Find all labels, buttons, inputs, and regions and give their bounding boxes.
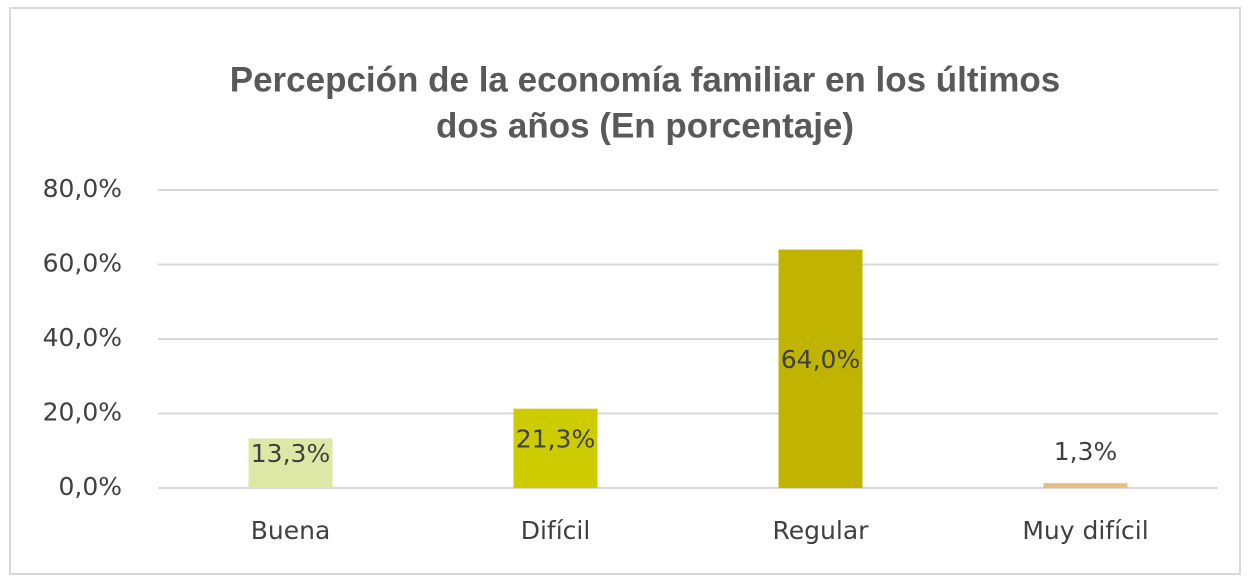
x-tick-label: Regular xyxy=(773,516,870,545)
y-tick-label: 20,0% xyxy=(43,398,122,427)
chart-border xyxy=(9,7,1241,575)
y-tick-label: 80,0% xyxy=(43,174,122,203)
bar xyxy=(1043,483,1128,488)
bar xyxy=(248,438,333,488)
bar xyxy=(513,408,598,488)
y-tick-label: 0,0% xyxy=(58,472,122,501)
x-tick-label: Buena xyxy=(251,516,331,545)
chart-title: dos años (En porcentaje) xyxy=(436,106,854,145)
x-tick-label: Difícil xyxy=(521,516,591,545)
y-tick-label: 60,0% xyxy=(43,249,122,278)
y-tick-label: 40,0% xyxy=(43,323,122,352)
bar xyxy=(778,249,863,488)
data-label: 13,3% xyxy=(251,439,330,468)
x-tick-label: Muy difícil xyxy=(1022,516,1148,545)
data-label: 64,0% xyxy=(781,345,860,374)
data-label: 21,3% xyxy=(516,424,595,453)
chart-title: Percepción de la economía familiar en lo… xyxy=(230,60,1061,99)
data-label: 1,3% xyxy=(1054,437,1118,466)
